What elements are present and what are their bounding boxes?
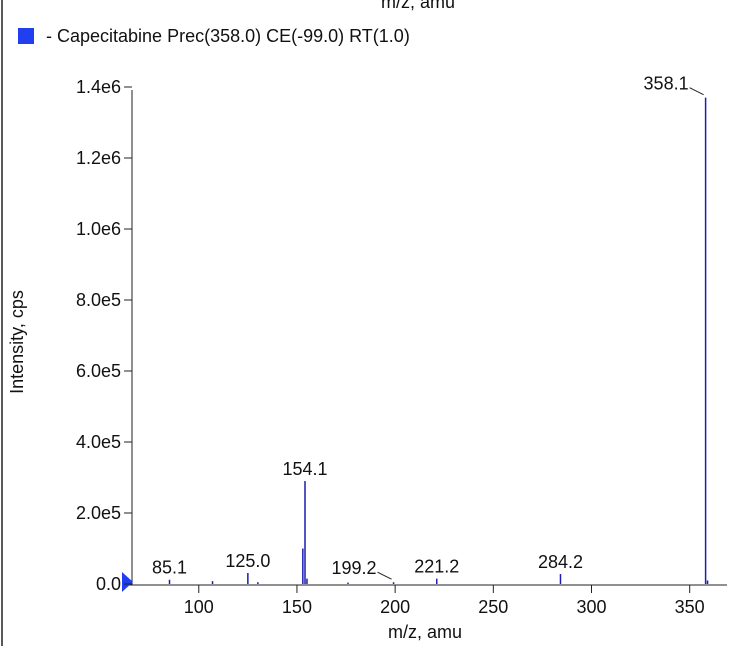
x-tick-label: 300 (576, 597, 606, 617)
peak-label: 154.1 (282, 459, 327, 479)
x-tick-label: 250 (478, 597, 508, 617)
peak-label: 125.0 (225, 551, 270, 571)
y-tick-label: 0.0 (96, 574, 121, 594)
x-tick-label: 200 (380, 597, 410, 617)
legend-label: - Capecitabine Prec(358.0) CE(-99.0) RT(… (46, 26, 410, 46)
peak-label: 221.2 (414, 557, 459, 577)
peak-label: 358.1 (644, 74, 689, 94)
peak-label: 85.1 (152, 558, 187, 578)
label-leader (377, 571, 392, 580)
y-tick-label: 1.4e6 (76, 77, 121, 97)
x-tick-label: 350 (675, 597, 705, 617)
peak-label: 284.2 (538, 552, 583, 572)
y-tick-label: 1.0e6 (76, 219, 121, 239)
y-tick-label: 8.0e5 (76, 290, 121, 310)
y-tick-label: 4.0e5 (76, 432, 121, 452)
label-leader (689, 87, 704, 96)
origin-marker (122, 572, 133, 592)
y-tick-label: 1.2e6 (76, 148, 121, 168)
cut-axis-label: m/z, amu (381, 0, 455, 12)
legend-swatch (18, 28, 34, 44)
x-tick-label: 100 (184, 597, 214, 617)
x-axis-label: m/z, amu (388, 622, 462, 642)
x-tick-label: 150 (282, 597, 312, 617)
y-tick-label: 2.0e5 (76, 503, 121, 523)
peak-label: 199.2 (332, 558, 377, 578)
y-axis-label: Intensity, cps (7, 290, 27, 394)
y-tick-label: 6.0e5 (76, 361, 121, 381)
